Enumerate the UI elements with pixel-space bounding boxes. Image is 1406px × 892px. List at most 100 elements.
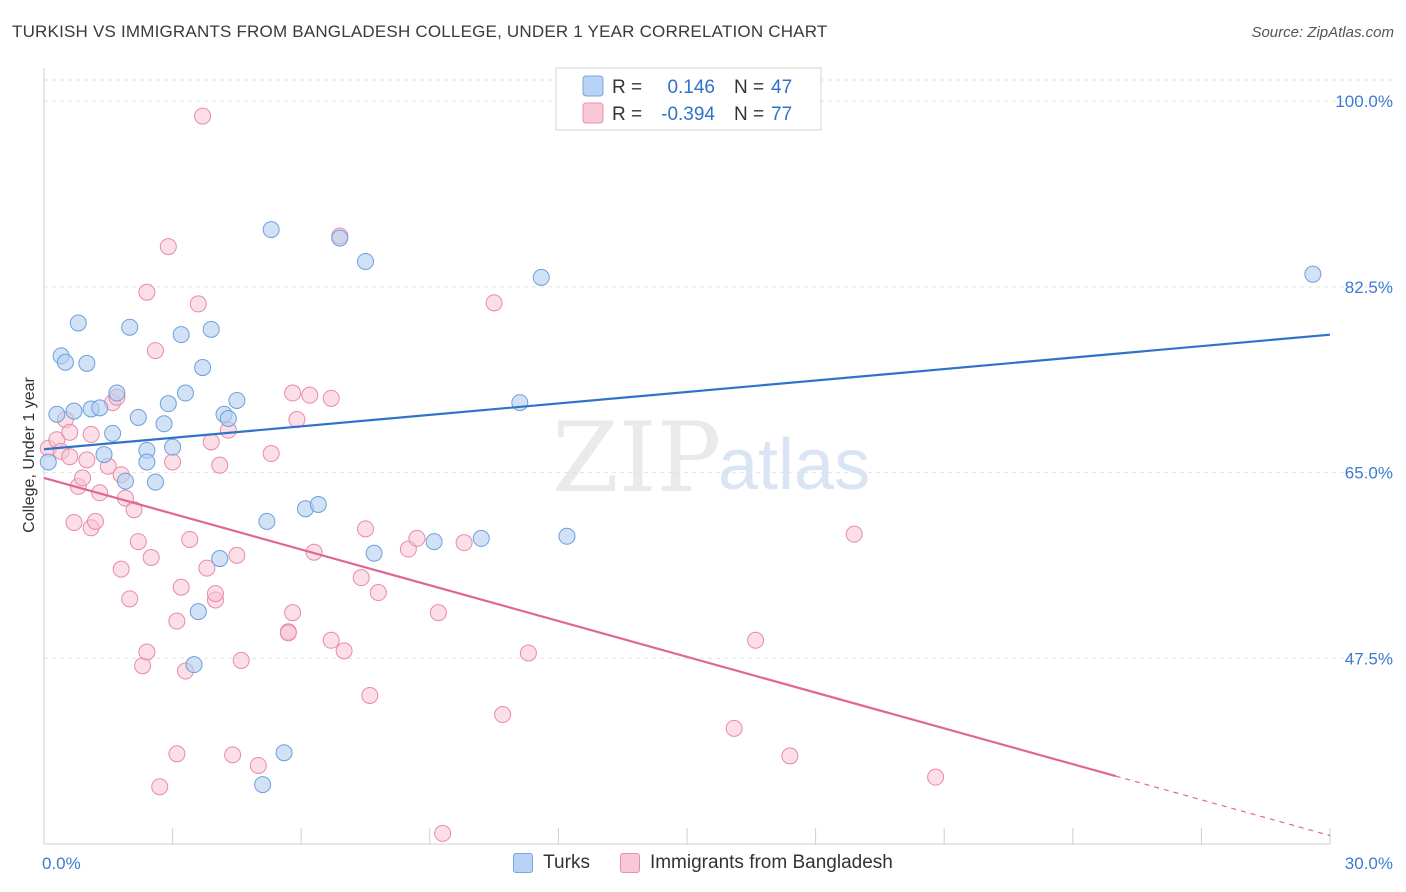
turks-point	[472, 529, 490, 547]
bangladesh-point	[78, 451, 96, 469]
bangladesh-point	[138, 283, 156, 301]
legend-r-label-bangladesh: R =	[612, 104, 642, 125]
y-tick-label: 82.5%	[1345, 278, 1393, 297]
trend-lines	[43, 333, 1331, 837]
bangladesh-point	[322, 389, 340, 407]
legend-item-turks: Turks	[513, 852, 590, 874]
bangladesh-point	[322, 631, 340, 649]
x-tick-label: 30.0%	[1345, 854, 1393, 873]
turks-point	[78, 354, 96, 372]
x-tick-labels: 0.0% 30.0%	[42, 854, 1393, 873]
bangladesh-point	[408, 529, 426, 547]
legend-swatch-bangladesh	[582, 102, 604, 124]
legend-swatch-turks-bottom	[513, 853, 534, 873]
turks-point	[172, 326, 190, 344]
bangladesh-point	[228, 546, 246, 564]
watermark-zip: ZIP	[552, 402, 721, 514]
legend-swatch-turks	[582, 75, 604, 97]
watermark-atlas: atlas	[718, 425, 870, 505]
series-legend: Turks Immigrants from Bangladesh	[0, 852, 1406, 874]
x-tick-label: 0.0%	[42, 854, 81, 873]
turks-point	[185, 656, 203, 674]
bangladesh-point	[74, 469, 92, 487]
bangladesh-point	[747, 631, 765, 649]
turks-point	[189, 603, 207, 621]
series-turks-points	[39, 82, 1322, 794]
bangladesh-point	[845, 525, 863, 543]
bangladesh-point	[262, 445, 280, 463]
bangladesh-point	[361, 686, 379, 704]
legend-n-value-bangladesh: 77	[771, 104, 792, 125]
bangladesh-point	[142, 549, 160, 566]
bangladesh-point	[198, 559, 216, 577]
turks-point	[309, 495, 327, 513]
bangladesh-point	[434, 824, 452, 842]
bangladesh-point	[249, 756, 267, 774]
bangladesh-point	[455, 534, 473, 552]
turks-point	[1304, 265, 1322, 283]
bangladesh-point	[61, 448, 79, 466]
turks-point	[39, 453, 57, 471]
bangladesh-point	[202, 433, 220, 451]
bangladesh-point	[927, 768, 945, 786]
bangladesh-point	[181, 530, 199, 548]
bangladesh-point	[159, 238, 177, 256]
stats-legend: R = 0.146 N = 47 R = -0.394 N = 77	[555, 67, 822, 131]
bangladesh-point	[519, 644, 537, 662]
turks-point	[91, 399, 109, 417]
bangladesh-point	[485, 294, 503, 312]
bangladesh-point	[211, 456, 229, 474]
turks-point	[258, 512, 276, 530]
turks-point	[56, 353, 74, 371]
bangladesh-point	[125, 501, 143, 519]
bangladesh-point	[151, 778, 169, 796]
bangladesh-point	[725, 719, 743, 737]
turks-point	[104, 424, 122, 442]
turks-point	[275, 744, 293, 762]
bangladesh-point	[121, 590, 139, 608]
bangladesh-point	[301, 386, 319, 404]
bangladesh-point	[189, 295, 207, 313]
legend-item-bangladesh: Immigrants from Bangladesh	[619, 852, 893, 874]
legend-r-label-turks: R =	[612, 77, 642, 98]
bangladesh-point	[284, 604, 302, 622]
bangladesh-point	[194, 107, 212, 125]
bangladesh-point	[82, 425, 100, 443]
bangladesh-point	[335, 642, 353, 660]
bangladesh-point	[65, 513, 83, 531]
turks-point	[69, 314, 87, 332]
turks-point	[48, 405, 66, 423]
bangladesh-point	[168, 745, 186, 763]
turks-point	[116, 472, 134, 490]
bangladesh-point	[284, 384, 302, 402]
bangladesh-trend-extension	[1115, 775, 1331, 837]
turks-point	[365, 544, 383, 562]
turks-point	[95, 446, 113, 464]
turks-point	[262, 221, 280, 239]
turks-point	[176, 384, 194, 402]
legend-n-label-turks: N =	[734, 77, 764, 98]
turks-point	[138, 453, 156, 471]
bangladesh-point	[429, 604, 447, 622]
bangladesh-point	[172, 578, 190, 596]
bangladesh-point	[138, 643, 156, 661]
bangladesh-point	[61, 423, 79, 441]
legend-r-value-bangladesh: -0.394	[661, 104, 715, 125]
turks-point	[558, 527, 576, 545]
turks-point	[425, 533, 443, 551]
bangladesh-point	[494, 706, 512, 724]
bangladesh-trend-line	[43, 476, 1116, 778]
y-axis-label: College, Under 1 year	[21, 377, 38, 533]
bangladesh-point	[146, 342, 164, 360]
bangladesh-point	[129, 533, 147, 551]
turks-point	[357, 252, 374, 270]
bangladesh-point	[86, 512, 104, 530]
turks-point	[65, 402, 83, 420]
legend-n-label-bangladesh: N =	[734, 104, 764, 125]
turks-point	[254, 776, 272, 794]
turks-point	[532, 268, 550, 286]
bangladesh-point	[357, 520, 374, 538]
source-label: Source: ZipAtlas.com	[1251, 24, 1394, 41]
bangladesh-point	[232, 651, 250, 669]
